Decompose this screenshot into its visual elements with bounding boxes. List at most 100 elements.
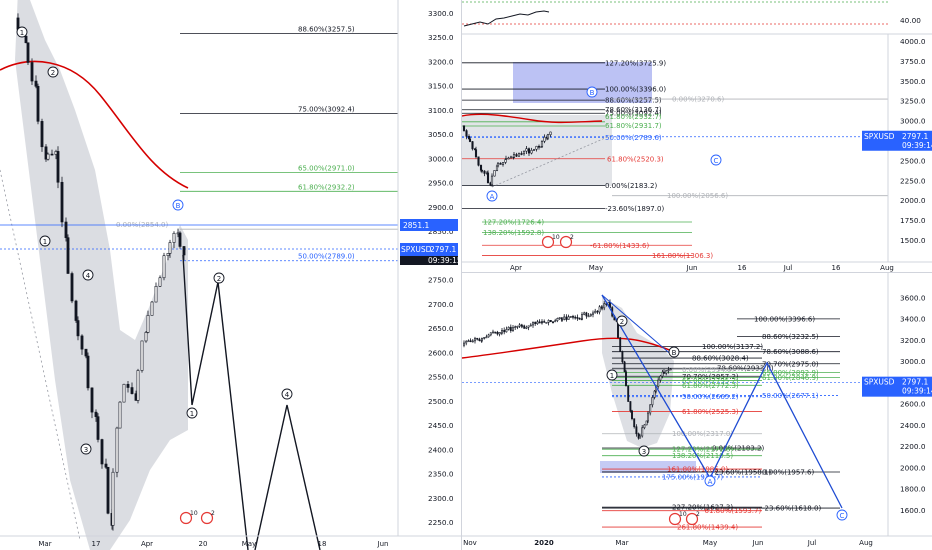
fib-label-3: 78.60%(3088.6)	[762, 348, 819, 356]
left-candle	[100, 439, 104, 465]
left-candle	[36, 85, 40, 122]
left-candle	[26, 42, 30, 63]
fib-label-12: -23.60%(1897.0)	[605, 205, 664, 213]
left-candle	[162, 255, 166, 279]
br-candle	[657, 379, 660, 387]
br-candle	[587, 315, 590, 318]
tr-candle	[480, 169, 484, 172]
y-tick-label-5: 2600.0	[900, 400, 926, 409]
x-tick-label-2: Jun	[686, 264, 698, 272]
price-band	[15, 0, 188, 550]
left-candle	[172, 232, 176, 243]
left-candle	[111, 471, 115, 526]
fib-label-0: 127.20%(3725.9)	[605, 59, 666, 67]
wave-label-1: 2	[51, 69, 55, 77]
br-candle	[596, 310, 599, 313]
fib-label-16: 100.00%(2317.0)	[672, 430, 733, 438]
br-candle	[485, 336, 488, 339]
fib-label-23: 175.00%(1910.7)	[662, 473, 723, 481]
x-tick-label-1: 2020	[534, 539, 554, 547]
br-candle	[527, 325, 530, 328]
fib-label-16: 161.80%(1306.3)	[652, 252, 713, 260]
br-candle	[667, 369, 670, 372]
br-candle	[514, 326, 517, 329]
br-candle	[576, 317, 579, 319]
br-candle	[545, 322, 548, 324]
left-candle	[122, 383, 126, 403]
left-chart-panel[interactable]: 88.60%(3257.5) 75.00%(3092.4) 65.00%(2971.…	[0, 0, 462, 550]
left-candle	[70, 273, 74, 302]
br-candle	[649, 404, 652, 414]
br-candle	[592, 312, 594, 315]
br-candle	[492, 331, 494, 334]
price-tag-current: 2797.1	[430, 245, 456, 254]
br-candle	[465, 340, 468, 344]
left-candle	[40, 121, 44, 148]
y-tick-label-10: 1500.0	[900, 236, 926, 245]
fib-label-24: 227.20%(1627.3)	[672, 504, 733, 512]
br-candle	[532, 321, 534, 326]
x-tick-label-2: Mar	[615, 539, 628, 547]
projected-wave-2	[254, 404, 321, 550]
br-candle	[549, 320, 552, 323]
br-candle	[516, 325, 519, 328]
x-tick-label-0: Nov	[463, 539, 477, 547]
y-tick-label-1: 3400.0	[900, 315, 926, 324]
tr-candle	[535, 145, 538, 150]
left-candle	[182, 246, 186, 256]
left-candle	[115, 427, 119, 473]
tr-candle	[540, 140, 544, 147]
event-icon-2-flag	[685, 512, 699, 526]
price-tag-2851: 2851.1	[403, 221, 429, 230]
x-tick-label-5: 16	[832, 264, 841, 272]
x-tick-label-5: 18	[318, 540, 327, 548]
br-candle	[623, 361, 626, 373]
top-right-chart-panel[interactable]: 40.00 127.20%(3725.9) 100.00%(3396.0) 88.60…	[462, 0, 932, 273]
event-icon-2: 2	[570, 234, 574, 241]
br-candle	[507, 326, 510, 330]
top-right-chart[interactable]: 40.00 127.20%(3725.9) 100.00%(3396.0) 88.60…	[462, 0, 932, 273]
event-icon-2-flag	[200, 511, 214, 525]
y-tick-label-9: 1750.0	[900, 216, 926, 225]
event-icon-10: 10	[679, 511, 687, 518]
y-tick-label-12: 2700.0	[428, 300, 454, 309]
countdown-left: 09:39:15	[428, 256, 462, 265]
tr-candle	[504, 158, 508, 160]
fib-label-18: 127.20%(2171.8)	[672, 446, 733, 454]
wave-label-A-circle	[704, 475, 716, 487]
br-candle	[536, 321, 539, 325]
left-candle	[44, 146, 48, 160]
br-candle	[645, 420, 648, 426]
y-tick-label-7: 2950.0	[428, 179, 454, 188]
fib-label-27: 261.80%(1439.4)	[677, 524, 738, 532]
y-tick-label-8: 2000.0	[900, 463, 926, 472]
x-tick-label-0: Mar	[38, 540, 51, 548]
br-candle	[489, 332, 492, 336]
br-candle	[653, 390, 656, 398]
wave-label-5-circle	[186, 407, 198, 419]
price-tag-current: 2797.1	[902, 132, 928, 141]
y-tick-label-0: 3600.0	[900, 293, 926, 302]
bottom-right-chart[interactable]: 100.00%(3396.6) 88.60%(3232.5) 100.00%(313…	[462, 273, 932, 550]
left-chart[interactable]: 88.60%(3257.5) 75.00%(3092.4) 65.00%(2971.…	[0, 0, 462, 550]
left-candle	[166, 253, 170, 257]
fib-label-5: 70.70%(2975.0)	[762, 360, 819, 368]
fib-label-19: 138.20%(2110.5)	[672, 452, 733, 460]
fib-label-5: 50.00%(2789.0)	[298, 253, 355, 261]
y-tick-label-14: 2600.0	[428, 348, 454, 357]
fib-label-1: 75.00%(3092.4)	[298, 106, 355, 114]
left-candle	[64, 221, 68, 238]
y-tick-label-0: 4000.0	[900, 37, 926, 46]
br-candle	[505, 329, 508, 333]
tr-candle	[493, 170, 496, 177]
tr-candle	[537, 145, 541, 148]
br-candle	[556, 318, 559, 321]
y-tick-label-1: 3250.0	[428, 33, 454, 42]
x-tick-label-4: Jun	[752, 539, 764, 547]
bottom-right-chart-panel[interactable]: 100.00%(3396.6) 88.60%(3232.5) 100.00%(313…	[462, 273, 932, 550]
br-candle	[627, 385, 630, 402]
br-candle	[467, 340, 470, 343]
fib-label-9: 70.70%(2857.2)	[682, 373, 739, 381]
br-candle	[518, 324, 521, 327]
br-candle	[641, 427, 644, 437]
